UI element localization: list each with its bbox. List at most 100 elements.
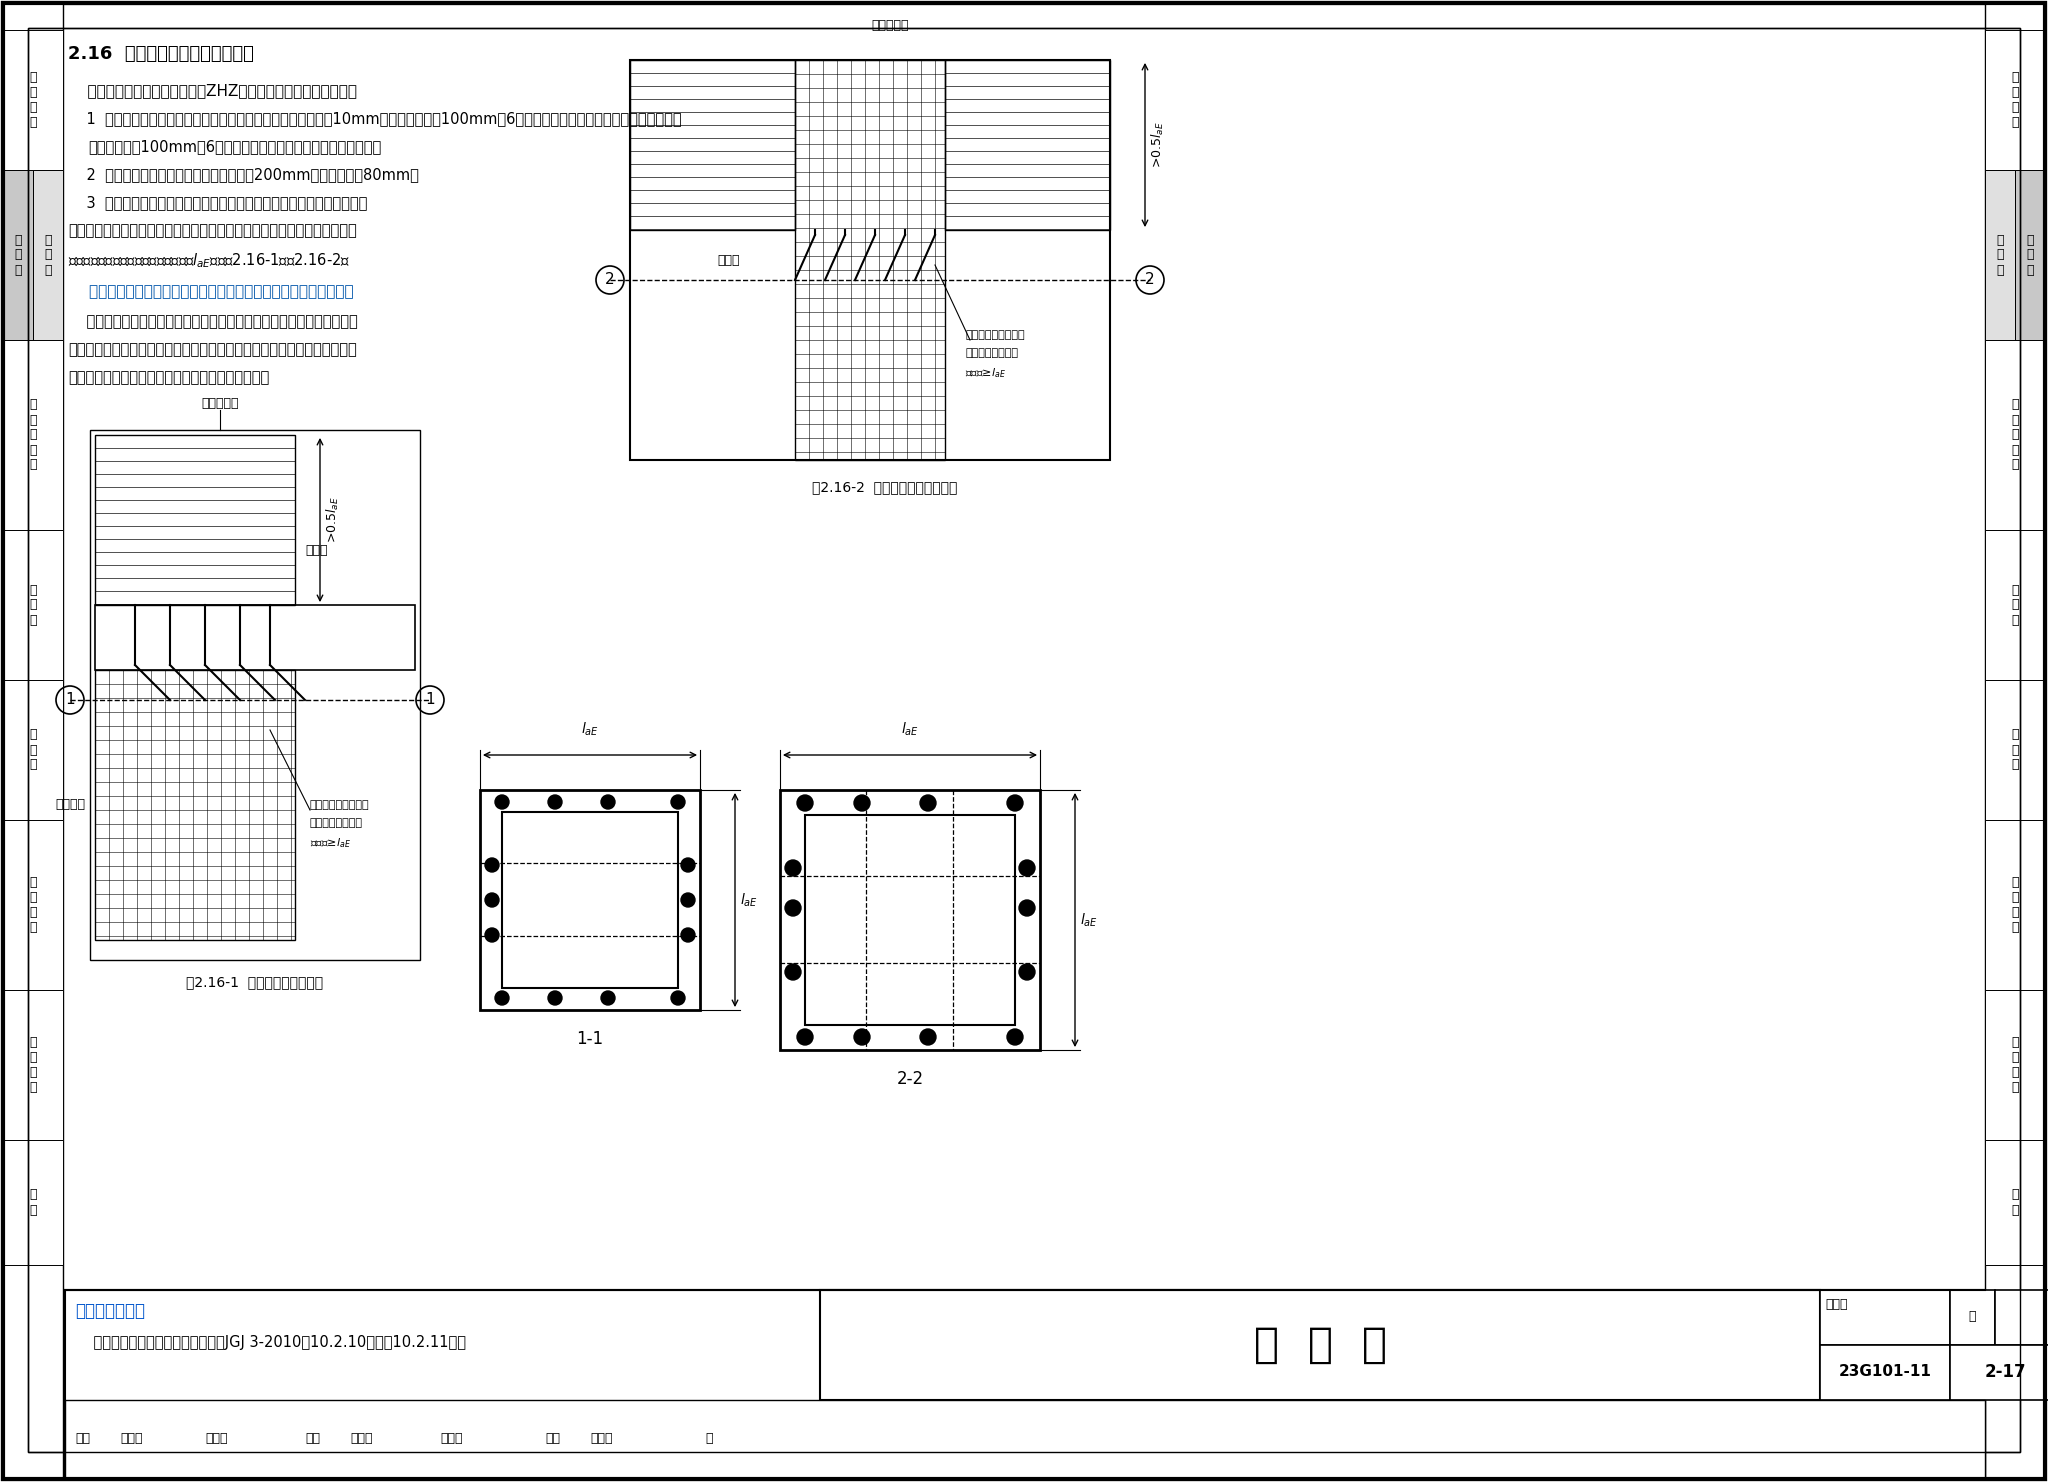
Bar bbox=[479, 790, 700, 1011]
Text: 2.16  转换柱构造措施有何要求？: 2.16 转换柱构造措施有何要求？ bbox=[68, 44, 254, 64]
Text: 基
础
构
造: 基 础 构 造 bbox=[2011, 876, 2019, 934]
Text: 基
础
构
造: 基 础 构 造 bbox=[29, 876, 37, 934]
Bar bbox=[1985, 3, 2046, 1479]
Bar bbox=[1985, 990, 2046, 1140]
Text: 层板内≥$l_{aE}$: 层板内≥$l_{aE}$ bbox=[965, 366, 1006, 379]
Text: 1  箍筋应采用复合螺旋箍或井字复合箍，箍筋的直径不应小于10mm，间距不应大于100mm和6倍纵向钢筋的较小值，并应沿柱全高加密。: 1 箍筋应采用复合螺旋箍或井字复合箍，箍筋的直径不应小于10mm，间距不应大于1… bbox=[68, 111, 682, 126]
Bar bbox=[2, 990, 63, 1140]
Bar bbox=[1950, 1346, 2048, 1400]
Circle shape bbox=[549, 991, 561, 1005]
Text: 转换柱: 转换柱 bbox=[717, 253, 739, 267]
Bar bbox=[631, 59, 795, 230]
Text: $l_{aE}$: $l_{aE}$ bbox=[582, 720, 598, 738]
Text: 剪
力
墙
构
造: 剪 力 墙 构 造 bbox=[2011, 399, 2019, 471]
Bar bbox=[1985, 820, 2046, 990]
Circle shape bbox=[854, 794, 870, 811]
Bar bbox=[631, 59, 1110, 459]
Text: 一
般
构
造: 一 般 构 造 bbox=[2011, 71, 2019, 129]
Circle shape bbox=[496, 991, 510, 1005]
Text: 一
般
构
造: 一 般 构 造 bbox=[29, 71, 37, 129]
Bar bbox=[33, 170, 63, 339]
Text: 相关标准条文：: 相关标准条文： bbox=[76, 1303, 145, 1320]
Text: 框支梁: 框支梁 bbox=[305, 544, 328, 557]
Text: 刘: 刘 bbox=[705, 1433, 713, 1445]
Bar bbox=[1985, 30, 2046, 170]
Circle shape bbox=[485, 858, 500, 871]
Text: 附
录: 附 录 bbox=[2011, 1189, 2019, 1217]
Circle shape bbox=[1008, 794, 1024, 811]
Text: 附
录: 附 录 bbox=[29, 1189, 37, 1217]
Circle shape bbox=[784, 963, 801, 980]
Text: >0.5$l_{aE}$: >0.5$l_{aE}$ bbox=[326, 496, 342, 544]
Bar bbox=[2, 820, 63, 990]
Circle shape bbox=[1008, 1029, 1024, 1045]
Text: 富士涛: 富士涛 bbox=[205, 1433, 227, 1445]
Text: 页: 页 bbox=[1968, 1310, 1976, 1323]
Text: 支承转换梁的柱统称为转换柱ZHZ。转换柱主要构造要点如下：: 支承转换梁的柱统称为转换柱ZHZ。转换柱主要构造要点如下： bbox=[68, 83, 356, 98]
Circle shape bbox=[549, 794, 561, 809]
Text: 弯锚入框支梁或楼: 弯锚入框支梁或楼 bbox=[965, 348, 1018, 359]
Text: 高志强: 高志强 bbox=[121, 1433, 143, 1445]
Text: $l_{aE}$: $l_{aE}$ bbox=[1079, 911, 1098, 929]
Circle shape bbox=[485, 928, 500, 943]
Bar bbox=[1821, 1289, 1950, 1346]
Text: 1-1: 1-1 bbox=[575, 1030, 604, 1048]
Circle shape bbox=[1020, 860, 1034, 876]
Text: 楼
梯
构
造: 楼 梯 构 造 bbox=[29, 1036, 37, 1094]
Text: 1: 1 bbox=[66, 692, 76, 707]
Circle shape bbox=[672, 794, 684, 809]
Circle shape bbox=[920, 794, 936, 811]
Bar bbox=[2, 170, 33, 339]
Text: 校对: 校对 bbox=[305, 1433, 319, 1445]
Bar bbox=[1995, 1289, 2048, 1346]
Text: 楼
梯
构
造: 楼 梯 构 造 bbox=[2011, 1036, 2019, 1094]
Circle shape bbox=[682, 928, 694, 943]
Text: 1: 1 bbox=[426, 692, 434, 707]
Text: 《高层建筑混凝土结构技术规程》JGJ 3-2010第10.2.10条、第10.2.11条。: 《高层建筑混凝土结构技术规程》JGJ 3-2010第10.2.10条、第10.2… bbox=[76, 1335, 467, 1350]
Text: 2: 2 bbox=[606, 273, 614, 288]
Text: 层板内≥$l_{aE}$: 层板内≥$l_{aE}$ bbox=[309, 836, 350, 849]
Text: 自转换柱边缘算起，: 自转换柱边缘算起， bbox=[965, 330, 1024, 339]
Circle shape bbox=[672, 991, 684, 1005]
Text: 板
构
造: 板 构 造 bbox=[29, 729, 37, 772]
Text: $l_{aE}$: $l_{aE}$ bbox=[901, 720, 920, 738]
Bar bbox=[1985, 1140, 2046, 1266]
Text: 边转换柱: 边转换柱 bbox=[55, 799, 86, 812]
Bar bbox=[1821, 1346, 1950, 1400]
Text: 尺寸会比普通的框架柱要大，且构造措施更为严格。: 尺寸会比普通的框架柱要大，且构造措施更为严格。 bbox=[68, 370, 268, 385]
Bar bbox=[805, 815, 1016, 1026]
Circle shape bbox=[682, 894, 694, 907]
Bar bbox=[1985, 531, 2046, 680]
Circle shape bbox=[496, 794, 510, 809]
Text: 梁
构
造: 梁 构 造 bbox=[29, 584, 37, 627]
Bar bbox=[502, 812, 678, 988]
Circle shape bbox=[1020, 900, 1034, 916]
Bar bbox=[2, 30, 63, 170]
Bar bbox=[1985, 339, 2046, 531]
Text: 或板内的钢筋长度，从柱边算起不少于$l_{aE}$，见图2.16-1、图2.16-2。: 或板内的钢筋长度，从柱边算起不少于$l_{aE}$，见图2.16-1、图2.16… bbox=[68, 250, 350, 270]
Text: 图集号: 图集号 bbox=[1825, 1298, 1847, 1312]
Bar bbox=[2, 680, 63, 820]
Text: 图2.16-1  边转换柱构造示意图: 图2.16-1 边转换柱构造示意图 bbox=[186, 975, 324, 988]
Text: 剪
力
墙
构
造: 剪 力 墙 构 造 bbox=[29, 399, 37, 471]
Circle shape bbox=[600, 991, 614, 1005]
Bar bbox=[1985, 680, 2046, 820]
Circle shape bbox=[797, 794, 813, 811]
Text: 为什么转换柱的截面尺寸比普通框架柱要大，且构造措施更严格？: 为什么转换柱的截面尺寸比普通框架柱要大，且构造措施更严格？ bbox=[68, 285, 354, 299]
Text: 弯锚入框支梁或楼: 弯锚入框支梁或楼 bbox=[309, 818, 362, 828]
Circle shape bbox=[784, 900, 801, 916]
Bar bbox=[90, 430, 420, 960]
Bar bbox=[2, 339, 63, 531]
Circle shape bbox=[600, 794, 614, 809]
Bar bbox=[94, 605, 416, 670]
Circle shape bbox=[682, 858, 694, 871]
Bar bbox=[94, 436, 295, 605]
Text: 和
节
点: 和 节 点 bbox=[2025, 234, 2034, 277]
Text: 3  部分框支剪力墙结构中的转换柱在上部墙体范围内的纵向钢筋，应伸: 3 部分框支剪力墙结构中的转换柱在上部墙体范围内的纵向钢筋，应伸 bbox=[68, 196, 367, 210]
Bar bbox=[944, 59, 1110, 230]
Bar bbox=[2, 1140, 63, 1266]
Text: 设计: 设计 bbox=[545, 1433, 559, 1445]
Circle shape bbox=[920, 1029, 936, 1045]
Text: 2  转换柱中纵向受力钢筋的间距不宜大于200mm，且不应小于80mm。: 2 转换柱中纵向受力钢筋的间距不宜大于200mm，且不应小于80mm。 bbox=[68, 167, 420, 182]
Text: 板
构
造: 板 构 造 bbox=[2011, 729, 2019, 772]
